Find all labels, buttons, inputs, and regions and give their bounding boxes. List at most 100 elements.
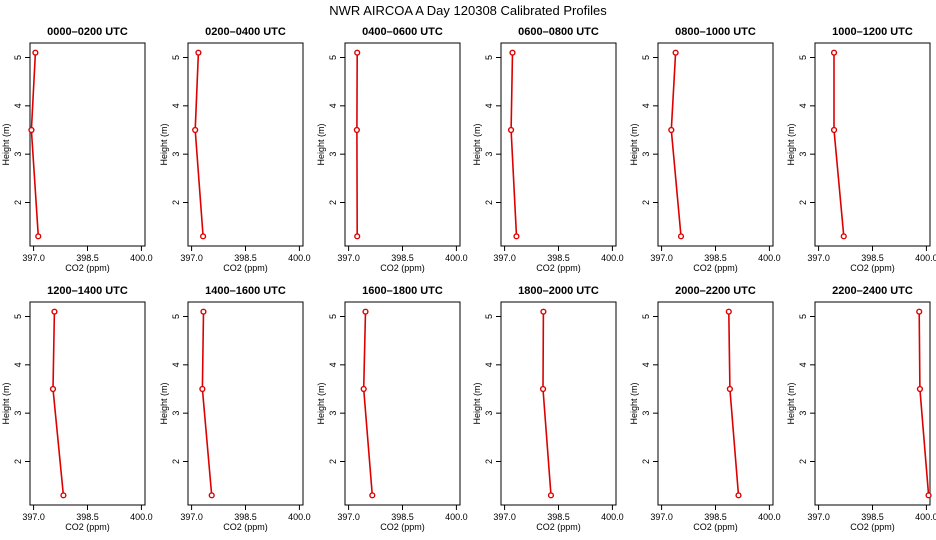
x-axis-label: CO2 (ppm)	[223, 263, 268, 273]
y-tick-label: 2	[484, 459, 494, 464]
y-tick-label: 4	[641, 362, 651, 367]
data-point	[354, 49, 361, 56]
x-axis-label: CO2 (ppm)	[380, 263, 425, 273]
panel-title: 2200–2400 UTC	[832, 285, 913, 297]
panel-5: 0800–1000 UTC 397.0 398.5 400.0 2 3 4 5 CO2 (ppm…	[629, 26, 781, 273]
y-tick-label: 3	[798, 411, 808, 416]
panel-grid: 0000–0200 UTC 397.0 398.5 400.0 2 3 4 5 CO2 (ppm…	[1, 26, 936, 532]
y-tick-label: 3	[328, 411, 338, 416]
plot-frame	[187, 42, 304, 247]
x-axis-label: CO2 (ppm)	[850, 522, 895, 532]
panel-10: 1800–2000 UTC 397.0 398.5 400.0 2 3 4 5 CO2 (ppm…	[472, 285, 624, 532]
panel-title: 1400–1600 UTC	[205, 285, 286, 297]
panel-7: 1200–1400 UTC 397.0 398.5 400.0 2 3 4 5 CO2 (ppm…	[1, 285, 153, 532]
data-point	[672, 49, 679, 56]
x-tick-label: 398.5	[234, 512, 257, 522]
y-tick-label: 5	[13, 314, 23, 319]
y-tick-label: 4	[798, 103, 808, 108]
y-tick-label: 3	[328, 152, 338, 157]
y-tick-label: 5	[641, 314, 651, 319]
y-tick-label: 3	[171, 411, 181, 416]
x-tick-label: 398.5	[861, 512, 884, 522]
data-point	[60, 492, 67, 499]
panel-12: 2200–2400 UTC 397.0 398.5 400.0 2 3 4 5 CO2 (ppm…	[786, 285, 936, 532]
y-tick-label: 2	[798, 200, 808, 205]
plot-frame	[29, 42, 146, 247]
x-tick-label: 398.5	[76, 512, 99, 522]
x-axis-label: CO2 (ppm)	[693, 263, 738, 273]
x-tick-label: 400.0	[915, 512, 936, 522]
x-tick-label: 398.5	[547, 512, 570, 522]
data-point	[916, 385, 924, 393]
y-tick-label: 2	[13, 200, 23, 205]
panel-9: 1600–1800 UTC 397.0 398.5 400.0 2 3 4 5 CO2 (ppm…	[316, 285, 468, 532]
x-tick-label: 400.0	[758, 253, 781, 263]
panel-title: 1000–1200 UTC	[832, 26, 913, 38]
y-tick-label: 4	[171, 103, 181, 108]
x-tick-label: 400.0	[601, 512, 624, 522]
data-point	[539, 385, 547, 393]
y-axis-label: Height (m)	[159, 123, 169, 165]
data-point	[49, 385, 57, 393]
y-tick-label: 3	[171, 152, 181, 157]
x-axis-label: CO2 (ppm)	[65, 522, 110, 532]
y-axis-label: Height (m)	[159, 382, 169, 424]
y-tick-label: 4	[13, 103, 23, 108]
y-tick-label: 2	[798, 459, 808, 464]
x-tick-label: 397.0	[180, 512, 203, 522]
x-tick-label: 398.5	[704, 512, 727, 522]
profile-line	[52, 311, 65, 496]
profile-line	[670, 52, 682, 237]
y-tick-label: 3	[641, 152, 651, 157]
x-tick-label: 397.0	[650, 512, 673, 522]
y-tick-label: 4	[484, 362, 494, 367]
y-tick-label: 4	[484, 103, 494, 108]
y-tick-label: 5	[328, 55, 338, 60]
y-tick-label: 5	[484, 55, 494, 60]
profile-line	[194, 52, 204, 237]
x-tick-label: 398.5	[391, 253, 414, 263]
panel-11: 2000–2200 UTC 397.0 398.5 400.0 2 3 4 5 CO2 (ppm…	[629, 285, 781, 532]
y-tick-label: 4	[641, 103, 651, 108]
x-tick-label: 400.0	[915, 253, 936, 263]
data-point	[830, 49, 838, 56]
y-tick-label: 2	[641, 459, 651, 464]
data-point	[513, 233, 520, 240]
data-point	[547, 492, 555, 499]
y-tick-label: 2	[328, 200, 338, 205]
y-axis-label: Height (m)	[472, 123, 482, 165]
x-axis-label: CO2 (ppm)	[850, 263, 895, 273]
panel-title: 0400–0600 UTC	[362, 26, 443, 38]
y-tick-label: 5	[641, 55, 651, 60]
x-tick-label: 398.5	[861, 253, 884, 263]
data-point	[369, 492, 376, 499]
plot-frame	[344, 42, 461, 247]
y-tick-label: 4	[798, 362, 808, 367]
y-tick-label: 4	[171, 362, 181, 367]
plot-frame	[657, 301, 774, 506]
panel-1: 0000–0200 UTC 397.0 398.5 400.0 2 3 4 5 CO2 (ppm…	[1, 26, 153, 273]
data-point	[51, 308, 58, 315]
panel-4: 0600–0800 UTC 397.0 398.5 400.0 2 3 4 5 CO2 (ppm…	[472, 26, 624, 273]
x-axis-label: CO2 (ppm)	[536, 263, 581, 273]
data-point	[28, 126, 35, 134]
x-tick-label: 397.0	[493, 253, 516, 263]
y-tick-label: 3	[484, 152, 494, 157]
y-axis-label: Height (m)	[1, 382, 11, 424]
data-point	[677, 233, 685, 240]
profile-line	[362, 311, 374, 496]
x-axis-label: CO2 (ppm)	[65, 263, 110, 273]
x-tick-label: 398.5	[76, 253, 99, 263]
y-axis-label: Height (m)	[786, 382, 796, 424]
panel-title: 0000–0200 UTC	[47, 26, 128, 38]
y-tick-label: 5	[13, 55, 23, 60]
x-axis-label: CO2 (ppm)	[380, 522, 425, 532]
x-tick-label: 397.0	[807, 253, 830, 263]
y-tick-label: 3	[798, 152, 808, 157]
profile-line	[201, 311, 213, 496]
data-point	[362, 308, 369, 315]
y-tick-label: 4	[13, 362, 23, 367]
x-tick-label: 400.0	[758, 512, 781, 522]
x-tick-label: 397.0	[493, 512, 516, 522]
plot-frame	[814, 42, 931, 247]
